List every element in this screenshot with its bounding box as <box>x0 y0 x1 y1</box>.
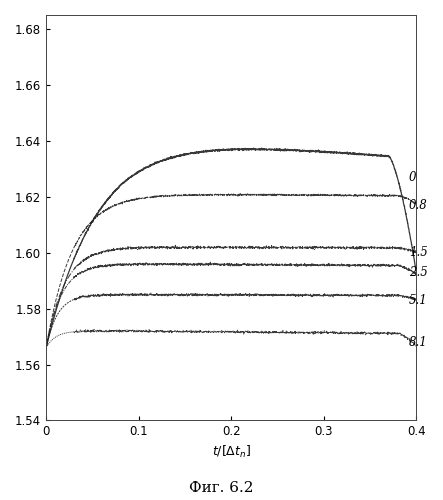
Text: 8.1: 8.1 <box>409 336 427 348</box>
Text: 0.8: 0.8 <box>409 198 427 211</box>
Text: 5.1: 5.1 <box>409 294 427 306</box>
Text: 2.5: 2.5 <box>409 266 427 279</box>
X-axis label: $t/[\Delta t_n]$: $t/[\Delta t_n]$ <box>212 444 251 460</box>
Text: 0: 0 <box>409 170 416 183</box>
Text: 1.5: 1.5 <box>409 246 427 259</box>
Text: Фиг. 6.2: Фиг. 6.2 <box>189 481 254 495</box>
